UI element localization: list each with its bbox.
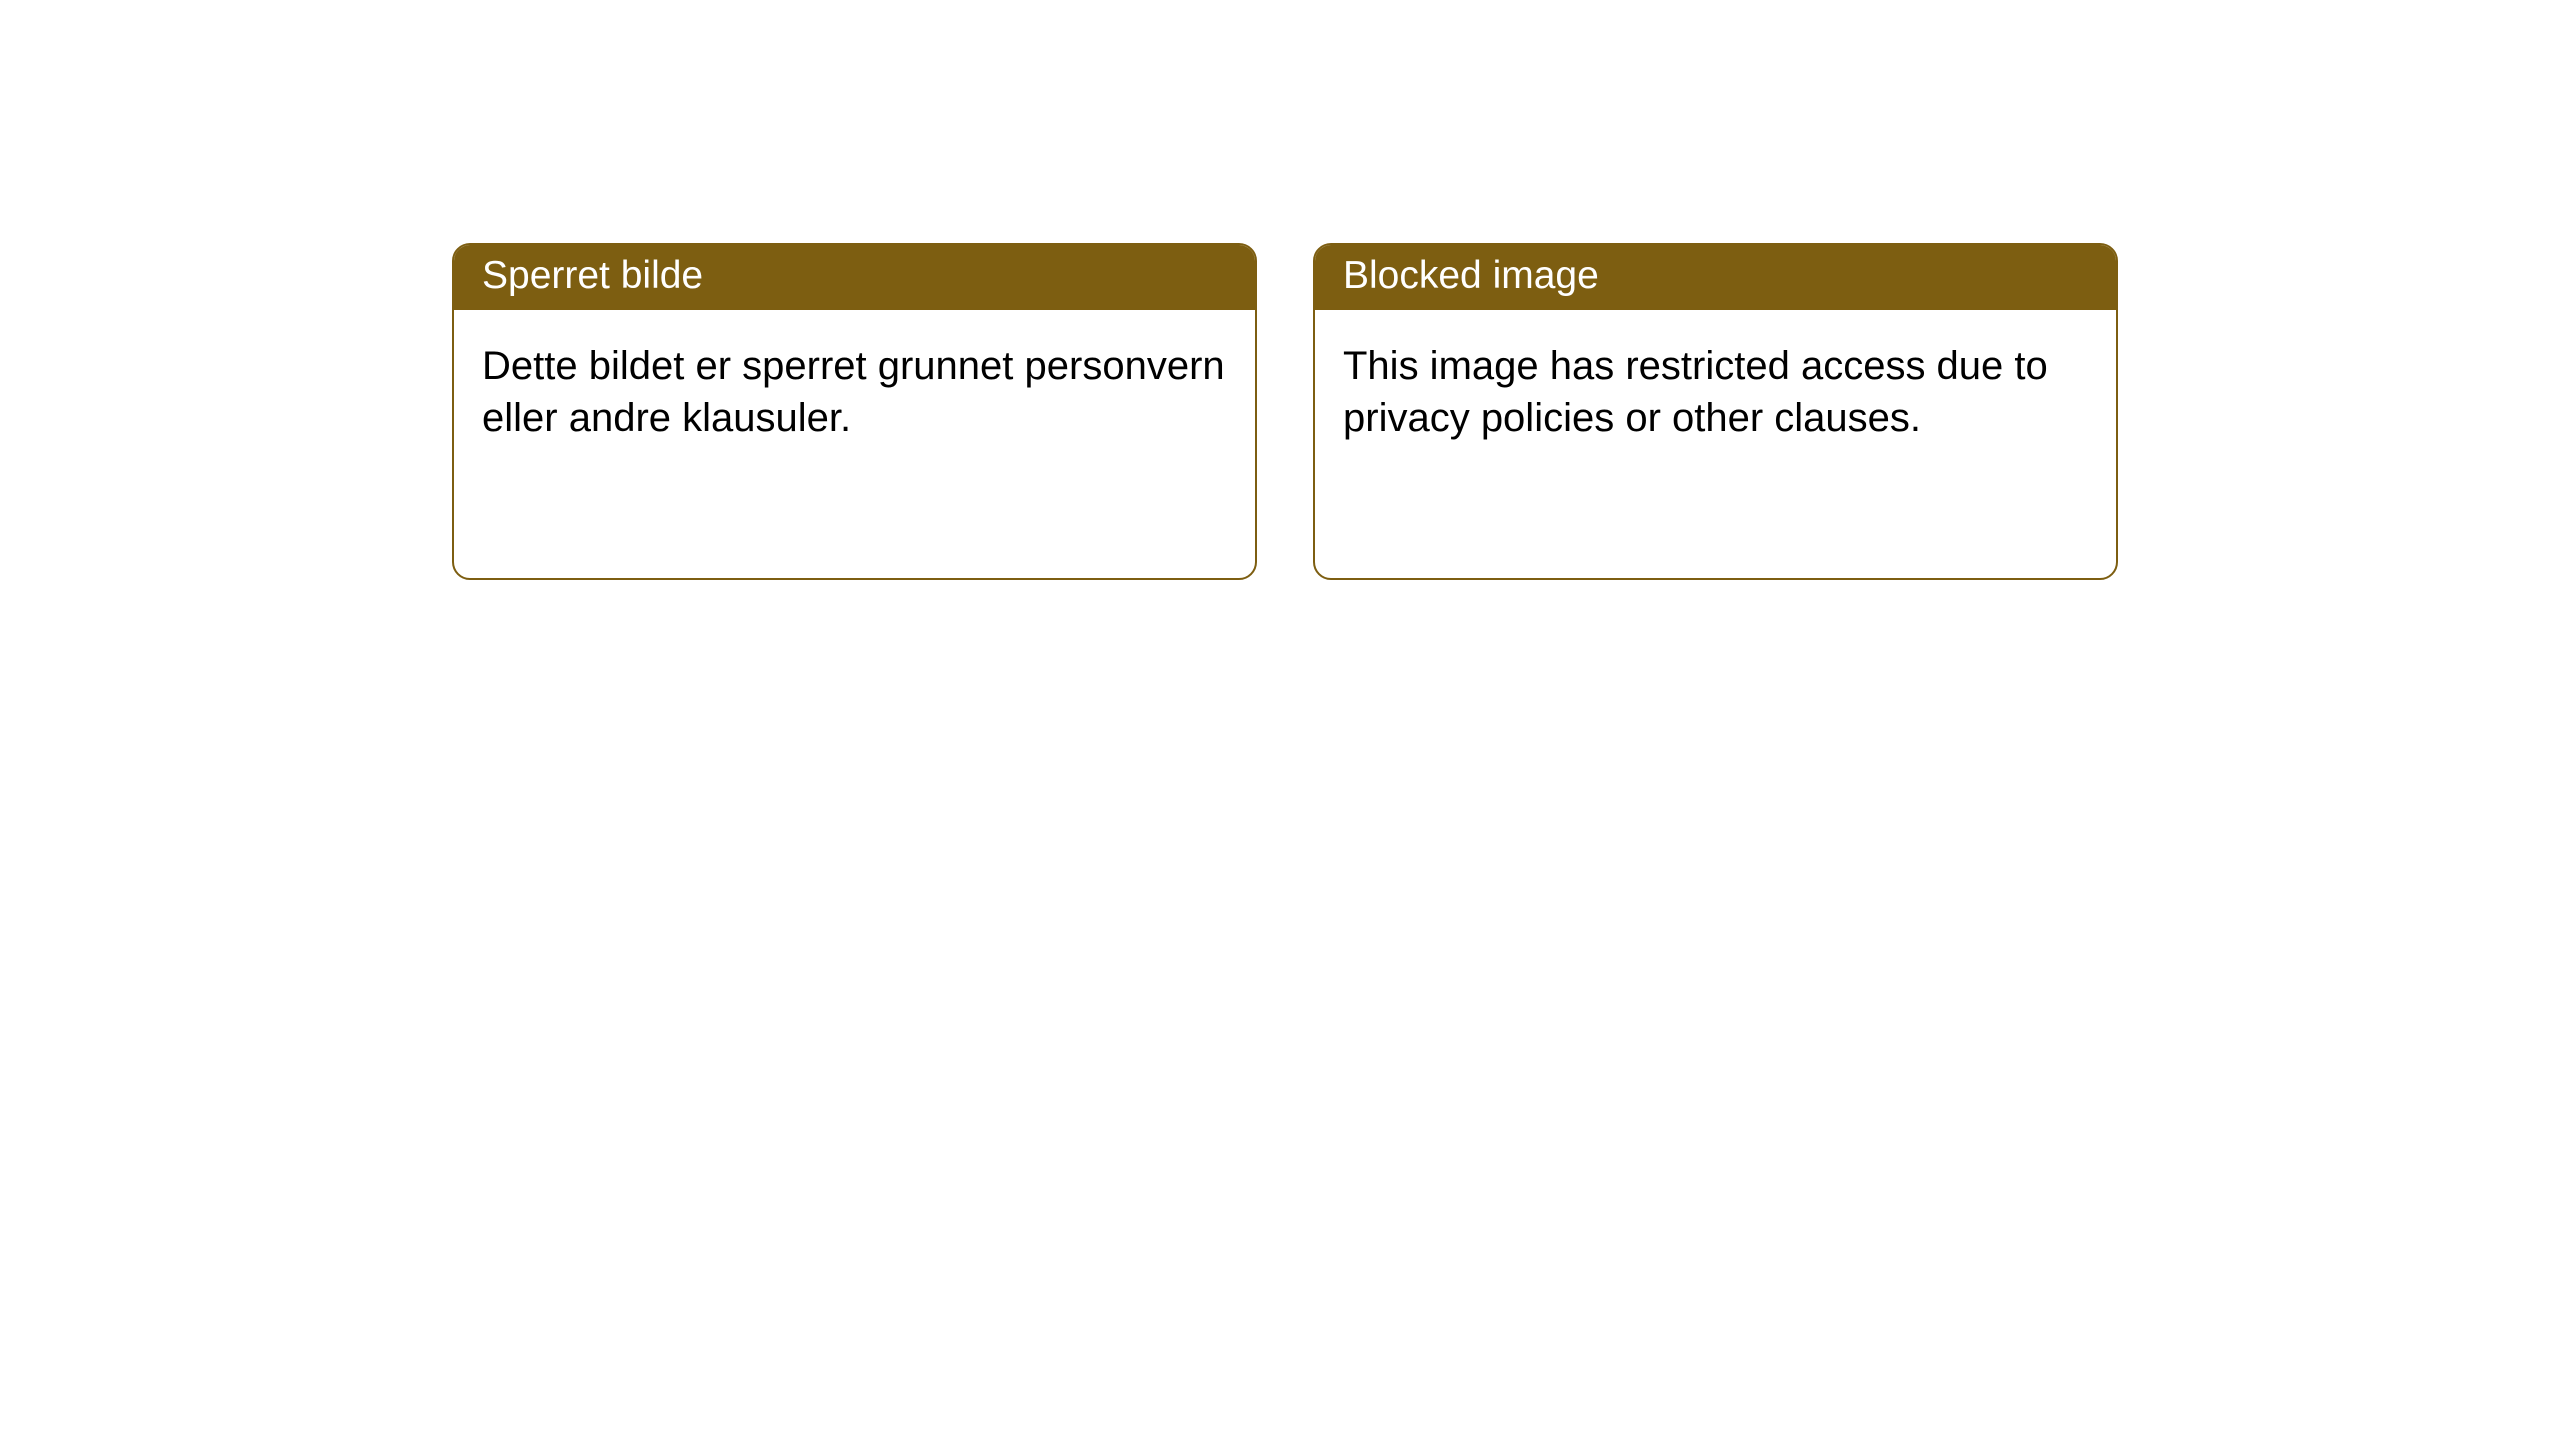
notice-card-english: Blocked image This image has restricted …: [1313, 243, 2118, 580]
notice-body: This image has restricted access due to …: [1315, 310, 2116, 474]
notice-body: Dette bildet er sperret grunnet personve…: [454, 310, 1255, 474]
notice-header: Blocked image: [1315, 245, 2116, 310]
notice-header: Sperret bilde: [454, 245, 1255, 310]
notice-card-norwegian: Sperret bilde Dette bildet er sperret gr…: [452, 243, 1257, 580]
notice-container: Sperret bilde Dette bildet er sperret gr…: [0, 0, 2560, 580]
